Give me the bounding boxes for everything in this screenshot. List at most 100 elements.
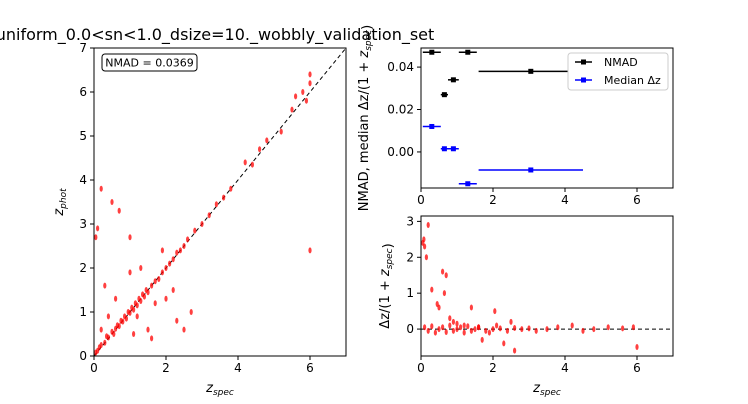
data-point: [422, 236, 426, 243]
x-tick-label: 2: [489, 193, 497, 207]
data-point: [437, 326, 441, 333]
zphot-vs-zspec-panel: uniform_0.0<sn<1.0_dsize=10._wobbly_vali…: [0, 25, 434, 398]
data-point: [193, 227, 197, 234]
data-point: [451, 327, 455, 334]
main-x-axis-label: zspec: [205, 381, 234, 398]
y-tick-label: 2: [406, 250, 414, 264]
y-tick-label: 2: [79, 261, 87, 275]
data-point: [606, 324, 610, 331]
data-point: [545, 326, 549, 333]
data-point: [207, 212, 211, 219]
data-point: [444, 328, 448, 335]
data-point: [164, 265, 168, 271]
y-tick-label: 0: [79, 349, 87, 363]
data-point: [99, 185, 103, 192]
y-tick-label: 5: [79, 129, 87, 143]
data-point: [308, 80, 312, 87]
data-point: [513, 325, 517, 331]
y-tick-label: 1: [406, 286, 414, 300]
data-point: [279, 128, 283, 135]
data-point: [570, 322, 574, 329]
data-point: [430, 323, 434, 330]
data-point: [466, 323, 470, 330]
data-point: [455, 326, 459, 333]
data-point: [441, 92, 447, 98]
data-point: [200, 221, 204, 227]
x-tick-label: 4: [561, 193, 569, 207]
data-point: [106, 313, 110, 320]
data-point: [520, 326, 524, 333]
data-point: [164, 295, 168, 302]
data-point: [182, 326, 186, 333]
data-point: [528, 68, 534, 74]
data-point: [459, 324, 463, 331]
data-point: [592, 326, 596, 333]
data-point: [243, 159, 247, 166]
data-point: [429, 123, 435, 129]
x-tick-label: 0: [417, 361, 425, 375]
data-point: [99, 326, 103, 333]
delta-z-x-axis-label: zspec: [532, 381, 561, 398]
data-point: [513, 347, 517, 354]
data-point: [290, 106, 294, 113]
data-point: [451, 318, 455, 325]
data-point: [124, 315, 128, 322]
nmad-annotation-box: NMAD = 0.0369: [101, 53, 198, 72]
main-title: uniform_0.0<sn<1.0_dsize=10._wobbly_vali…: [0, 25, 434, 45]
nmad-plot-area: [422, 49, 583, 187]
data-point: [308, 247, 312, 254]
data-point: [304, 97, 308, 104]
data-point: [168, 260, 172, 267]
data-point: [132, 306, 136, 313]
data-point: [301, 89, 305, 95]
data-point: [135, 313, 139, 320]
y-tick-label: 6: [79, 85, 87, 99]
data-point: [444, 272, 448, 279]
data-point: [423, 243, 427, 250]
nmad-plot-frame: [420, 47, 674, 189]
data-point: [528, 167, 534, 173]
main-y-axis-label: zphot: [52, 188, 69, 217]
data-point: [214, 201, 218, 208]
data-point: [142, 293, 146, 300]
data-point: [308, 71, 312, 78]
nmad-x-ticks: 0 2 4 6: [417, 188, 641, 207]
data-point: [128, 309, 132, 316]
data-point: [178, 247, 182, 254]
data-point: [465, 181, 471, 187]
y-tick-label: 0: [406, 322, 414, 336]
x-tick-label: 6: [306, 361, 314, 375]
data-point: [294, 93, 298, 100]
y-tick-label: 1: [79, 305, 87, 319]
x-tick-label: 2: [162, 361, 170, 375]
x-tick-label: 2: [489, 361, 497, 375]
data-point: [265, 137, 269, 144]
data-point: [150, 335, 154, 342]
nmad-y-axis-label: NMAD, median Δz/(1 + zspec): [357, 25, 375, 211]
data-point: [509, 318, 513, 325]
data-point: [153, 300, 157, 307]
data-point: [477, 324, 481, 331]
data-point: [175, 249, 179, 256]
y-tick-label: 0.02: [387, 103, 414, 117]
main-plot-area: [93, 47, 347, 357]
data-point: [631, 324, 636, 331]
x-tick-label: 4: [561, 361, 569, 375]
data-point: [433, 329, 437, 336]
data-point: [527, 325, 531, 332]
data-point: [635, 344, 639, 351]
data-point: [498, 325, 502, 332]
data-point: [146, 289, 150, 296]
data-point: [423, 324, 427, 331]
data-point: [426, 327, 430, 334]
data-point: [484, 327, 488, 334]
legend-label-nmad: NMAD: [604, 56, 638, 69]
data-point: [114, 295, 118, 302]
delta-z-plot-area: [421, 221, 673, 354]
data-point: [556, 324, 560, 331]
y-tick-label: 3: [406, 214, 414, 228]
main-x-ticks: 0 2 4 6: [90, 356, 314, 375]
delta-z-plot-frame: [420, 215, 674, 357]
y-tick-label: 0.04: [387, 60, 414, 74]
data-point: [426, 221, 430, 228]
